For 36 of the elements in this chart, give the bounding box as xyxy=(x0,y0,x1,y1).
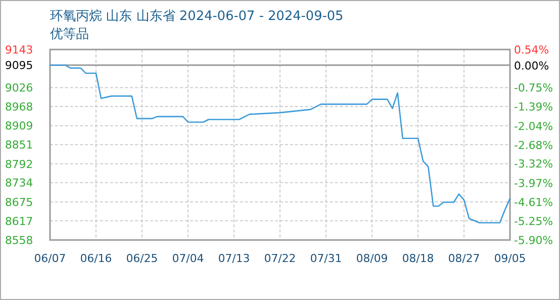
y2-tick-label: -5.90% xyxy=(514,234,553,247)
x-tick-label: 07/13 xyxy=(218,252,250,265)
y2-tick-label: 0.54% xyxy=(514,44,549,56)
y-tick-label: 8675 xyxy=(5,196,33,209)
y-tick-label: 8558 xyxy=(5,234,33,247)
x-tick-label: 08/18 xyxy=(402,252,434,265)
y-tick-label: 9095 xyxy=(5,59,33,72)
x-tick-label: 06/16 xyxy=(80,252,112,265)
x-tick-label: 09/05 xyxy=(494,252,526,265)
y-tick-label: 8792 xyxy=(5,158,33,171)
line-series xyxy=(49,64,511,224)
y-tick-label: 8617 xyxy=(5,214,33,228)
y-tick-label: 8734 xyxy=(5,176,33,190)
y2-tick-label: -3.97% xyxy=(514,176,553,190)
y2-tick-label: -2.04% xyxy=(514,120,553,133)
chart-title: 环氧丙烷 山东 山东省 2024-06-07 - 2024-09-05 xyxy=(50,9,344,24)
y2-tick-label: -0.75% xyxy=(514,82,553,95)
y-tick-label: 8851 xyxy=(5,138,33,152)
x-tick-label: 07/31 xyxy=(310,252,342,265)
x-tick-label: 08/27 xyxy=(448,252,480,265)
x-tick-label: 06/07 xyxy=(34,252,66,265)
y2-tick-label: 0.00% xyxy=(514,59,549,72)
y2-tick-label: -4.61% xyxy=(514,196,553,209)
y-tick-label: 8909 xyxy=(5,120,33,133)
chart-subtitle: 优等品 xyxy=(50,27,89,42)
x-tick-label: 06/25 xyxy=(126,252,158,265)
y-tick-label: 9143 xyxy=(5,44,33,56)
y2-tick-label: -2.68% xyxy=(514,138,553,152)
y2-tick-label: -1.39% xyxy=(514,100,553,114)
y2-tick-label: -3.32% xyxy=(514,158,553,171)
y-tick-label: 8968 xyxy=(5,100,33,114)
x-tick-label: 07/04 xyxy=(172,252,204,265)
y-tick-label: 9026 xyxy=(5,82,33,95)
y2-tick-label: -5.25% xyxy=(514,214,553,228)
x-tick-label: 08/09 xyxy=(356,252,388,265)
x-tick-label: 07/22 xyxy=(264,252,296,265)
